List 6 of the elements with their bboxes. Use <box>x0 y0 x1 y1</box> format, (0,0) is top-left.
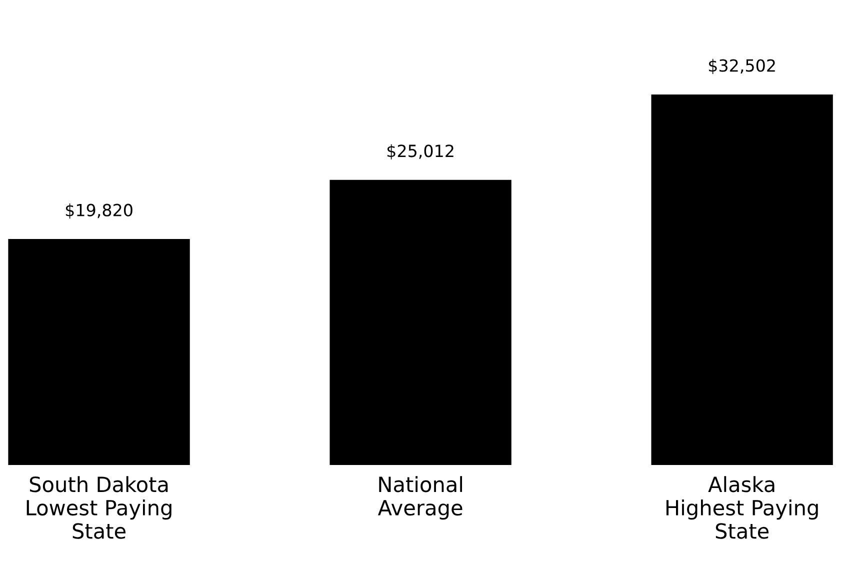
data-label: $25,012 <box>387 144 454 160</box>
data-label: $19,820 <box>66 203 132 219</box>
x-tick-label: South Dakota Lowest Paying State <box>26 476 172 539</box>
x-tick-label: Alaska Highest Paying State <box>666 476 818 539</box>
x-tick-label: National Average <box>378 476 462 520</box>
data-label: $32,502 <box>709 58 775 74</box>
